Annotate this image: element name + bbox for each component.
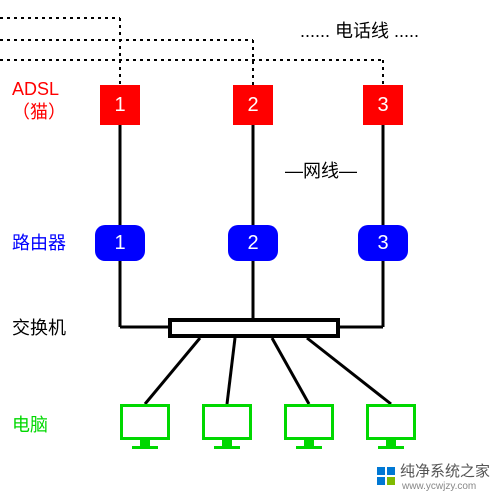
router-box-2: 2 xyxy=(228,225,278,261)
computer-2 xyxy=(202,404,252,449)
router-box-3: 3 xyxy=(358,225,408,261)
watermark-sub: www.ycwjzy.com xyxy=(402,481,490,492)
adsl-box-2: 2 xyxy=(233,85,273,125)
watermark: 纯净系统之家 www.ycwjzy.com xyxy=(377,460,490,492)
watermark-main: 纯净系统之家 xyxy=(400,463,490,480)
computer-label: 电脑 xyxy=(12,414,48,437)
switch-box xyxy=(168,318,340,338)
watermark-logo xyxy=(377,467,395,485)
adsl-box-label: 2 xyxy=(247,94,258,117)
computer-1 xyxy=(120,404,170,449)
router-box-label: 2 xyxy=(247,232,258,255)
router-box-1: 1 xyxy=(95,225,145,261)
adsl-box-label: 1 xyxy=(114,94,125,117)
switch-label: 交换机 xyxy=(12,317,66,340)
computer-3 xyxy=(284,404,334,449)
router-box-label: 1 xyxy=(114,232,125,255)
legend-phone-line: ...... 电话线 ..... xyxy=(300,20,419,43)
adsl-box-label: 3 xyxy=(377,94,388,117)
router-box-label: 3 xyxy=(377,232,388,255)
legend-net-cable: —网线— xyxy=(285,160,357,183)
adsl-box-3: 3 xyxy=(363,85,403,125)
adsl-box-1: 1 xyxy=(100,85,140,125)
adsl-label: ADSL （猫） xyxy=(12,78,66,125)
router-label: 路由器 xyxy=(12,232,66,255)
computer-4 xyxy=(366,404,416,449)
